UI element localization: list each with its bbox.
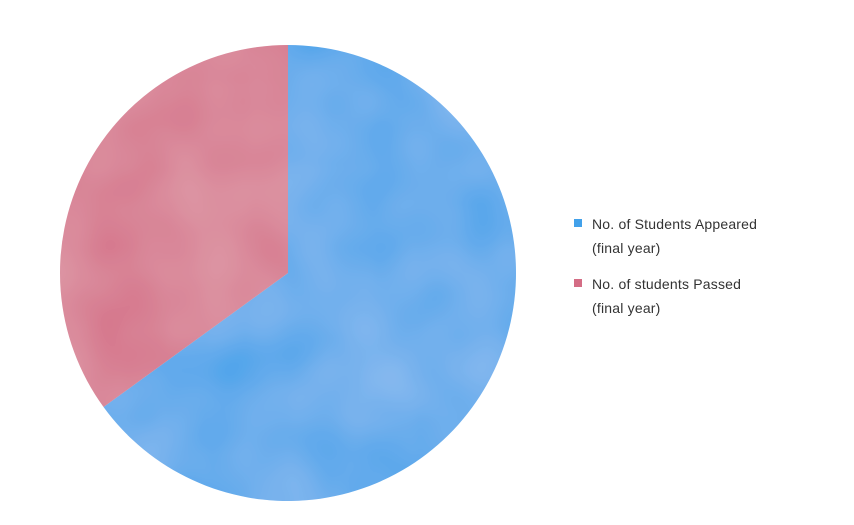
legend-item-appeared: No. of Students Appeared (final year) bbox=[574, 212, 844, 260]
legend-label-passed: No. of students Passed (final year) bbox=[592, 276, 742, 316]
legend-label-appeared: No. of Students Appeared (final year) bbox=[592, 216, 758, 256]
pie-slice-appeared bbox=[103, 45, 516, 501]
legend-swatch-appeared bbox=[574, 219, 582, 227]
legend-item-passed: No. of students Passed (final year) bbox=[574, 272, 844, 320]
pie-slice-passed bbox=[59, 45, 289, 408]
pie-slices bbox=[59, 45, 516, 501]
legend-swatch-passed bbox=[574, 279, 582, 287]
legend: No. of Students Appeared (final year) No… bbox=[574, 212, 844, 332]
